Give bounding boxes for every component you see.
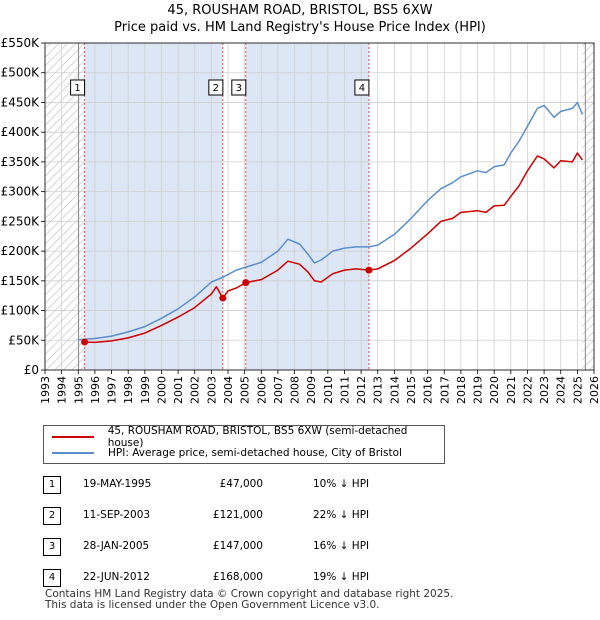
legend-label-hpi: HPI: Average price, semi-detached house,… — [108, 447, 402, 459]
x-tick-label: 1994 — [56, 376, 69, 404]
y-tick-label: £100K — [1, 304, 41, 318]
chart-subtitle: Price paid vs. HM Land Registry's House … — [114, 20, 486, 35]
hatched-region — [582, 43, 594, 370]
chart-legend: 45, ROUSHAM ROAD, BRISTOL, BS5 6XW (semi… — [43, 425, 445, 464]
y-tick-label: £350K — [1, 155, 41, 169]
x-tick-label: 2019 — [472, 376, 485, 404]
sale-price: £121,000 — [212, 509, 263, 521]
sale-number-badge: 1 — [43, 476, 61, 494]
sale-price: £147,000 — [212, 540, 263, 552]
x-tick-label: 2013 — [372, 376, 385, 404]
sale-hpi-diff: 19% ↓ HPI — [313, 571, 370, 583]
x-tick-label: 2011 — [338, 376, 351, 404]
sale-4-label-box — [354, 79, 370, 96]
x-tick-label: 2004 — [222, 376, 235, 404]
x-tick-label: 2024 — [555, 376, 568, 404]
y-tick-label: £300K — [1, 185, 41, 199]
legend-item-hpi: HPI: Average price, semi-detached house,… — [52, 446, 402, 460]
legend-swatch-price — [52, 436, 94, 438]
sale-hpi-diff: 10% ↓ HPI — [313, 478, 370, 490]
ownership-shade — [245, 43, 369, 370]
y-tick-label: £400K — [1, 125, 41, 139]
sale-3-label: 3 — [236, 83, 242, 94]
x-tick-label: 2021 — [505, 376, 518, 404]
legend-item-price: 45, ROUSHAM ROAD, BRISTOL, BS5 6XW (semi… — [52, 425, 444, 449]
x-tick-label: 2002 — [189, 376, 202, 404]
sale-date: 19-MAY-1995 — [83, 478, 152, 490]
price-chart: 1 2 3 4 £0 £50K £100K £150K £200K £250K £300K £350… — [1, 36, 600, 404]
x-tick-label: 2010 — [322, 376, 335, 404]
x-tick-label: 2009 — [305, 376, 318, 404]
sale-4-point — [365, 266, 373, 274]
sale-2-point — [219, 294, 227, 302]
x-tick-label: 2015 — [405, 376, 418, 404]
x-tick-label: 2008 — [289, 376, 302, 404]
sale-price: £47,000 — [219, 478, 263, 490]
x-tick-label: 2014 — [388, 376, 401, 404]
sale-row-1: 1 19-MAY-1995 £47,000 10% ↓ HPI — [43, 476, 463, 494]
y-tick-label: £450K — [1, 95, 41, 109]
sale-3-label-box — [231, 79, 247, 96]
x-tick-label: 1997 — [106, 376, 119, 404]
x-tick-label: 2026 — [588, 376, 600, 404]
footer-line-2: This data is licensed under the Open Gov… — [45, 599, 380, 611]
legend-label-price: 45, ROUSHAM ROAD, BRISTOL, BS5 6XW (semi… — [107, 425, 408, 449]
x-tick-label: 2012 — [355, 376, 368, 404]
x-tick-label: 2020 — [488, 376, 501, 404]
sale-2-label: 2 — [213, 83, 219, 94]
legend-swatch-hpi — [52, 452, 94, 454]
sale-price: £168,000 — [212, 571, 263, 583]
x-tick-label: 2001 — [172, 376, 185, 404]
x-tick-label: 1999 — [139, 376, 152, 404]
x-tick-label: 1998 — [122, 376, 135, 404]
x-tick-label: 2005 — [239, 376, 252, 404]
sale-number-badge: 2 — [43, 507, 61, 525]
x-tick-label: 2023 — [538, 376, 551, 404]
y-tick-label: £200K — [1, 244, 41, 258]
price-paid-line — [84, 152, 584, 344]
sale-row-2: 2 11-SEP-2003 £121,000 22% ↓ HPI — [43, 507, 463, 525]
sale-number-badge: 4 — [43, 569, 61, 587]
y-tick-label: £0 — [24, 363, 39, 377]
chart-title: 45, ROUSHAM ROAD, BRISTOL, BS5 6XW — [167, 3, 433, 18]
y-tick-label: £550K — [1, 36, 41, 50]
plot-frame — [44, 42, 595, 371]
x-tick-label: 2016 — [422, 376, 435, 404]
sale-date: 11-SEP-2003 — [83, 509, 151, 521]
x-tick-label: 2018 — [455, 376, 468, 404]
sale-row-3: 3 28-JAN-2005 £147,000 16% ↓ HPI — [43, 538, 463, 556]
x-tick-label: 2025 — [571, 376, 584, 404]
x-tick-label: 2017 — [438, 376, 451, 404]
x-tick-label: 1996 — [89, 376, 102, 404]
y-tick-label: £50K — [8, 333, 40, 347]
sale-2-label-box — [208, 79, 224, 96]
sale-date: 28-JAN-2005 — [83, 540, 150, 552]
sale-1-label: 1 — [74, 83, 80, 94]
footer-attribution: Contains HM Land Registry data © Crown c… — [45, 589, 585, 611]
x-tick-label: 1993 — [39, 376, 52, 404]
x-tick-label: 2022 — [521, 376, 534, 404]
x-tick-label: 2003 — [205, 376, 218, 404]
sale-4-label: 4 — [359, 83, 365, 94]
y-tick-label: £150K — [1, 274, 41, 288]
sale-date: 22-JUN-2012 — [83, 571, 150, 583]
chart-title-block: 45, ROUSHAM ROAD, BRISTOL, BS5 6XW Price… — [0, 2, 600, 36]
ownership-shade — [84, 43, 223, 370]
hpi-line — [78, 101, 584, 341]
y-tick-label: £250K — [1, 214, 41, 228]
x-tick-label: 2000 — [155, 376, 168, 404]
footer-line-1: Contains HM Land Registry data © Crown c… — [45, 588, 454, 600]
sale-hpi-diff: 22% ↓ HPI — [313, 509, 370, 521]
sale-hpi-diff: 16% ↓ HPI — [313, 540, 370, 552]
x-tick-label: 1995 — [72, 376, 85, 404]
x-tick-label: 2007 — [272, 376, 285, 404]
sale-1-label-box — [70, 79, 86, 96]
sale-row-4: 4 22-JUN-2012 £168,000 19% ↓ HPI — [43, 569, 463, 587]
x-tick-label: 2006 — [255, 376, 268, 404]
sale-number-badge: 3 — [43, 538, 61, 556]
sale-1-point — [81, 338, 89, 346]
y-tick-label: £500K — [1, 66, 41, 80]
sale-3-point — [242, 279, 250, 287]
